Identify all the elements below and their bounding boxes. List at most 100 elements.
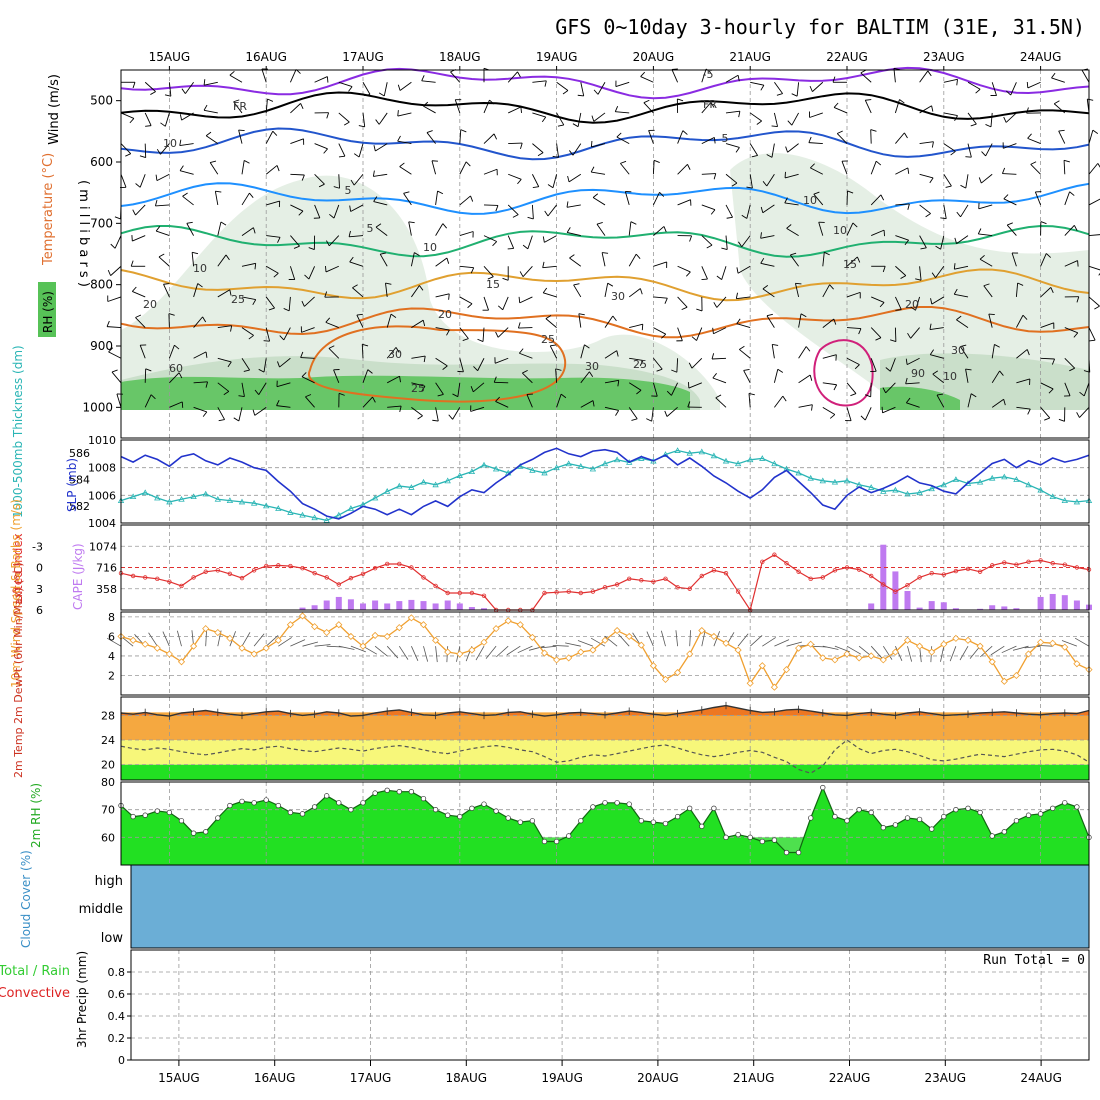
wind-barb [846,291,861,298]
cape-bar [904,591,911,610]
wind-barb [950,151,956,156]
wind-barb [710,102,715,108]
surface-wind-barb [496,645,509,658]
wind-barb [460,129,467,133]
wind-barb [829,414,836,419]
wind-barb [266,235,281,238]
contour-label: 20 [438,308,452,321]
wind-barb [809,112,823,118]
wind-barb [725,173,738,184]
wind-barb [967,143,972,158]
wind-barb [985,124,992,128]
wind-barb [943,204,947,219]
wind-barb [796,82,800,97]
precip-tick-label: 0 [118,1054,125,1067]
band-20-24 [121,740,1089,765]
wind-barb [736,323,751,329]
rh-point [227,802,233,809]
rh-point [747,834,753,840]
wind-barb [749,112,762,122]
wind-barb [426,130,433,133]
wind-barb [386,375,400,384]
wind-barb [919,105,932,114]
wind-barb [241,160,245,175]
cloud-row-label: high [95,874,123,889]
wind-barb [352,287,364,298]
wind-barb [110,265,122,276]
cape-tick-label: 716 [96,562,117,575]
wind-barb [666,390,672,396]
wind-barb [1030,161,1037,165]
wind-barb [545,318,557,328]
wind-barb [150,91,156,95]
wind-barb [711,357,727,360]
wind-barb [653,357,663,370]
lifted-index-point [784,561,789,566]
wind-barb [435,191,438,205]
thickness-point [396,482,403,489]
wind-barb [411,319,424,328]
wind-barb [144,394,152,408]
rh-point [203,829,209,835]
wind-barb [549,345,558,359]
wind-barb [602,252,609,254]
wind-barb [520,142,523,149]
cape-bar [940,602,947,610]
rh-point [1062,800,1068,806]
wind-barb [906,357,920,366]
wind-barb [526,394,533,408]
wind-barb [483,235,497,242]
wind-barb [607,282,614,287]
wind-speed-point [988,658,996,666]
wind-barb [737,265,751,274]
wind-barb [217,382,230,392]
wind-barb [580,400,594,408]
wind-speed-point [141,640,149,648]
wind-barb [653,327,666,335]
wind-barb [1053,103,1066,114]
contour-label: 60 [169,362,183,375]
wind-barb [378,112,388,125]
wind-barb [419,285,424,291]
lifted-index-point [687,586,692,591]
wind-barb [298,210,304,216]
wind-barb [573,283,580,286]
y-tick-label: 900 [90,339,113,353]
wind-barb [681,306,688,311]
wind-barb [522,265,533,277]
wind-barb [808,142,823,145]
wind-barb [904,239,909,246]
wind-barb [241,192,250,206]
wind-barb [1088,296,1100,307]
wind-barb [985,143,993,157]
wind-barb [442,365,448,370]
wind-barb [543,292,557,298]
wind-barb [596,223,606,236]
wind-barb [749,143,759,156]
wind-barb [639,360,644,366]
wind-barb [818,222,824,236]
surface-wind-barb [675,630,678,647]
wind-barb [144,81,156,92]
wind-barb [1016,378,1030,384]
wind-barb [338,143,346,157]
wind-barb [746,186,753,189]
wind-barb [774,395,784,408]
wind-barb [139,155,146,159]
wind-barb [1011,252,1017,267]
wind-barb [277,237,281,243]
wind-barb [800,313,807,318]
wind-barb [495,396,500,402]
wind-barb [1051,77,1065,83]
li-tick-label: -3 [32,540,43,553]
y-tick-label: 600 [90,155,113,169]
x-tick-label-top: 24AUG [1020,50,1062,64]
wind-barb [205,131,212,137]
wind-barb [766,315,775,328]
wind-barb [241,382,245,397]
wind-barb [349,261,364,267]
wind-barb [785,146,788,153]
rh-point [154,808,160,814]
wind-barb [977,228,982,235]
wind-speed-point [419,621,428,629]
